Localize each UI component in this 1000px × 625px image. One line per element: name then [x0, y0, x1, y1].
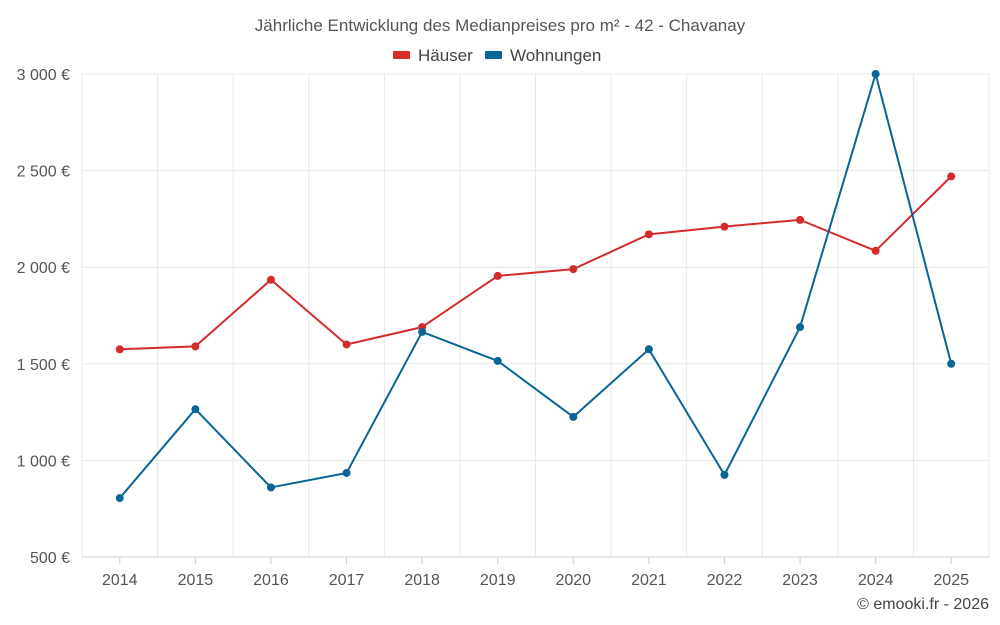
x-tick-label: 2022	[707, 572, 743, 589]
data-point-haeuser-2015[interactable]	[191, 342, 200, 351]
legend-item-wohnungen[interactable]: Wohnungen	[485, 46, 601, 65]
legend-swatch-haeuser	[393, 51, 410, 59]
data-point-wohnungen-2018[interactable]	[418, 327, 427, 336]
data-point-wohnungen-2021[interactable]	[644, 345, 653, 354]
grid	[81, 73, 990, 557]
series-line-haeuser	[119, 175, 952, 351]
data-point-haeuser-2024[interactable]	[871, 246, 880, 255]
y-tick-label: 1 500 €	[17, 357, 70, 374]
x-tick-label: 2020	[555, 572, 591, 589]
y-tick-label: 500 €	[30, 550, 70, 567]
y-tick-label: 3 000 €	[17, 67, 70, 84]
data-point-wohnungen-2016[interactable]	[266, 483, 275, 492]
x-tick-label: 2021	[631, 572, 667, 589]
data-point-wohnungen-2020[interactable]	[569, 412, 578, 421]
series-line-wohnungen	[119, 73, 953, 499]
legend-label-haeuser: Häuser	[418, 46, 473, 65]
x-tick-label: 2024	[858, 572, 894, 589]
data-point-haeuser-2023[interactable]	[796, 215, 805, 224]
legend-item-haeuser[interactable]: Häuser	[393, 46, 473, 65]
data-point-haeuser-2014[interactable]	[115, 345, 124, 354]
x-tick-label: 2017	[329, 572, 365, 589]
credit-text: © emooki.fr - 2026	[857, 596, 989, 613]
data-point-haeuser-2017[interactable]	[342, 340, 351, 349]
legend: Häuser Wohnungen	[393, 46, 601, 65]
data-point-wohnungen-2017[interactable]	[342, 468, 351, 477]
data-point-wohnungen-2022[interactable]	[720, 470, 729, 479]
data-point-wohnungen-2015[interactable]	[191, 405, 200, 414]
y-tick-label: 1 000 €	[17, 453, 70, 470]
legend-swatch-wohnungen	[485, 51, 502, 59]
x-tick-label: 2014	[102, 572, 138, 589]
data-point-wohnungen-2014[interactable]	[115, 494, 124, 503]
data-point-haeuser-2020[interactable]	[569, 265, 578, 274]
data-point-haeuser-2019[interactable]	[493, 271, 502, 280]
data-point-haeuser-2021[interactable]	[644, 230, 653, 239]
data-point-wohnungen-2019[interactable]	[493, 356, 502, 365]
data-point-haeuser-2016[interactable]	[266, 275, 275, 284]
x-tick-label: 2016	[253, 572, 289, 589]
data-point-wohnungen-2025[interactable]	[947, 359, 956, 368]
y-tick-label: 2 000 €	[17, 260, 70, 277]
data-point-wohnungen-2023[interactable]	[796, 323, 805, 332]
axes: 500 € 1 000 € 1 500 € 2 000 € 2 500 € 3 000 €…	[17, 67, 989, 589]
y-tick-label: 2 500 €	[17, 164, 70, 181]
legend-label-wohnungen: Wohnungen	[510, 46, 601, 65]
data-point-wohnungen-2024[interactable]	[871, 70, 880, 78]
data-point-haeuser-2025[interactable]	[947, 172, 956, 181]
x-tick-label: 2018	[404, 572, 440, 589]
chart-title: Jährliche Entwicklung des Medianpreises …	[255, 16, 746, 35]
x-tick-label: 2023	[782, 572, 818, 589]
x-tick-label: 2025	[933, 572, 969, 589]
series	[115, 70, 956, 503]
x-tick-label: 2019	[480, 572, 516, 589]
x-tick-label: 2015	[178, 572, 214, 589]
data-point-haeuser-2022[interactable]	[720, 222, 729, 231]
